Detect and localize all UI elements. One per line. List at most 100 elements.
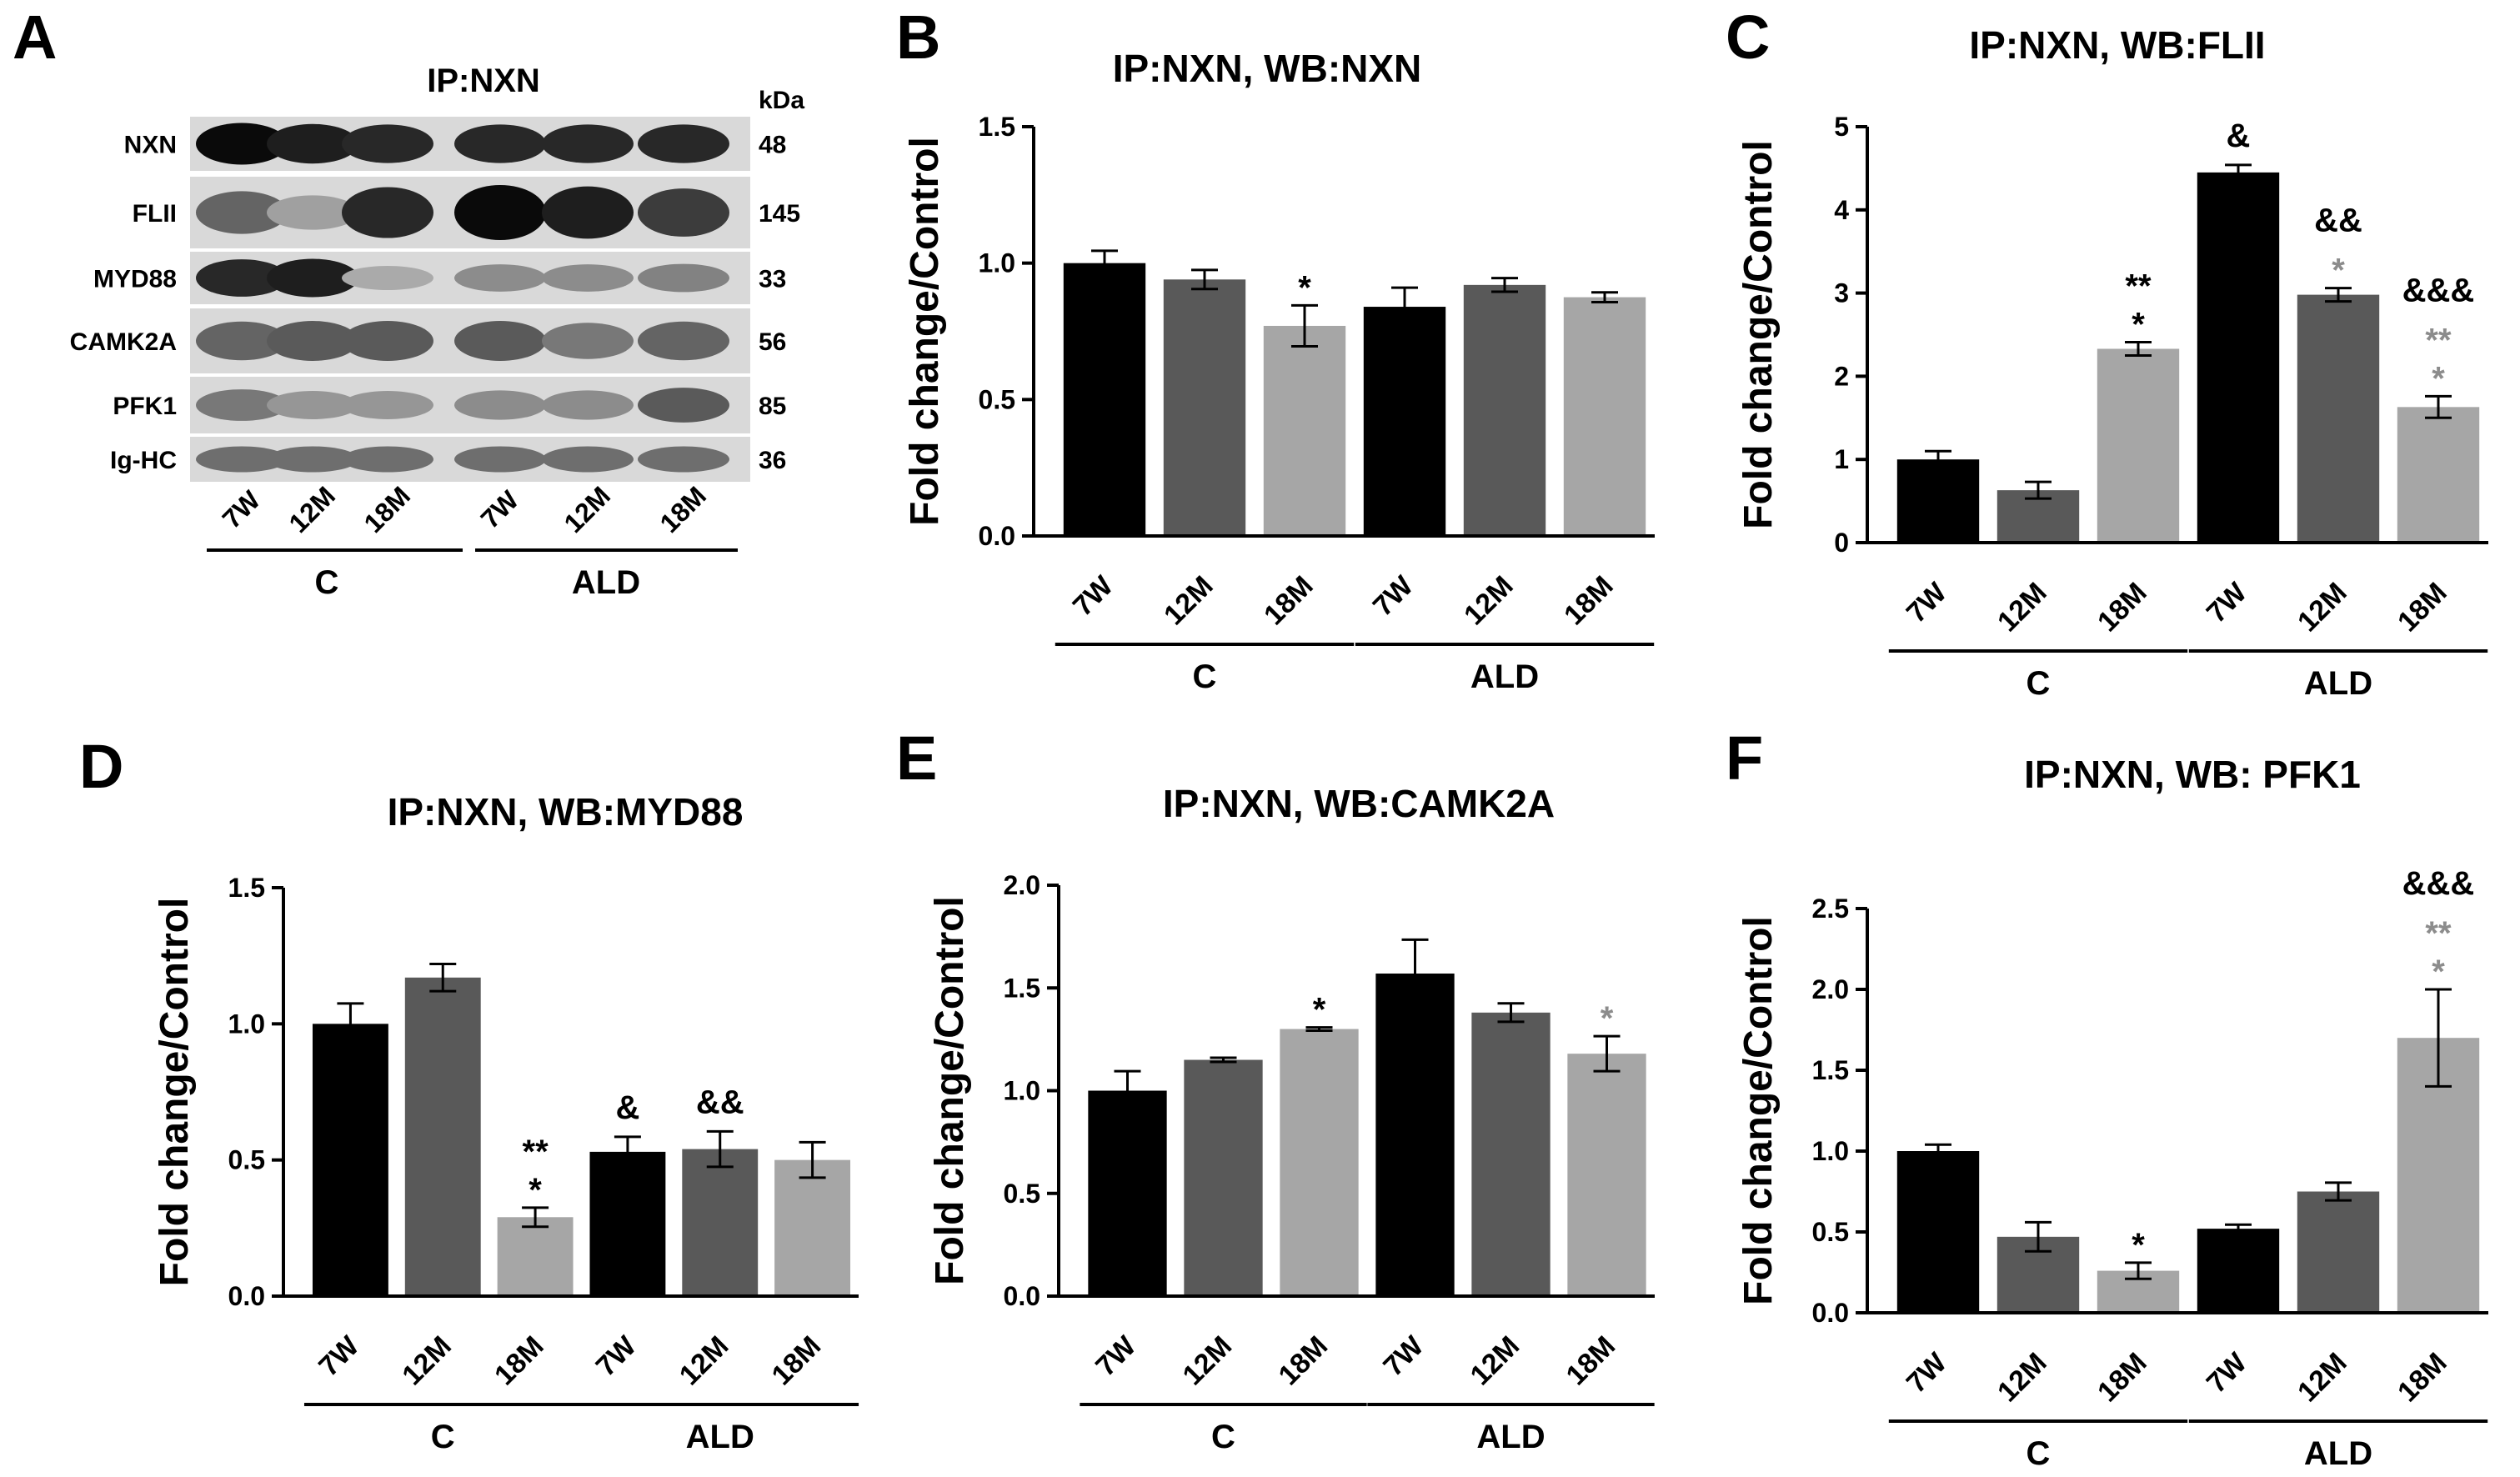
blot-band — [454, 124, 546, 163]
x-category-label: 12M — [1991, 1347, 2053, 1409]
significance-marker: &&& — [2402, 865, 2475, 902]
significance-marker: ** — [2425, 322, 2452, 358]
significance-marker: ** — [2425, 915, 2452, 952]
panel-e-chart: E IP:NXN, WB:CAMK2A Fold change/Control 0.0… — [896, 723, 1655, 1455]
blot-row-kda: 48 — [759, 132, 786, 159]
x-category-label: 7W — [1367, 569, 1420, 623]
blot-band — [196, 259, 288, 297]
y-tick-label: 1 — [1834, 444, 1849, 474]
group-label: C — [2027, 1435, 2051, 1472]
x-category-label: 18M — [766, 1330, 828, 1392]
blot-row-label: CAMK2A — [70, 328, 177, 356]
y-tick-label: 1.5 — [1812, 1055, 1849, 1085]
bar — [2297, 294, 2380, 543]
bar — [682, 1149, 759, 1296]
blot-row-kda: 36 — [759, 447, 786, 474]
bar — [1463, 284, 1546, 536]
chart-title: IP:NXN, WB:MYD88 — [388, 790, 744, 834]
blot-band — [638, 388, 729, 423]
blot-band — [267, 391, 358, 419]
panel-letter: F — [1726, 723, 1763, 793]
chart-title: IP:NXN, WB:FLII — [1969, 23, 2265, 67]
chart-title: IP:NXN, WB:CAMK2A — [1163, 782, 1555, 825]
x-category-label: 18M — [2392, 1347, 2453, 1409]
bar — [497, 1217, 574, 1296]
blot-band — [267, 446, 358, 473]
significance-marker: * — [1601, 1000, 1614, 1037]
blot-row-kda: 56 — [759, 328, 786, 356]
bar — [2197, 172, 2280, 543]
significance-marker: && — [696, 1084, 744, 1120]
blot-group-c: C — [315, 564, 339, 601]
blot-band — [542, 124, 634, 163]
x-category-label: 18M — [488, 1330, 550, 1392]
bar — [1163, 279, 1246, 536]
group-label: C — [2027, 665, 2051, 702]
blot-band — [454, 184, 546, 241]
x-category-label: 12M — [674, 1330, 735, 1392]
blot-band — [638, 446, 729, 473]
x-category-label: 12M — [1458, 570, 1520, 632]
y-tick-label: 4 — [1834, 195, 1849, 225]
bar — [2297, 1191, 2380, 1313]
bar — [1567, 1054, 1646, 1296]
x-category-label: 7W — [1901, 1346, 1954, 1399]
bar — [1896, 1151, 1980, 1313]
blot-band — [454, 390, 546, 420]
panel-b-chart: B IP:NXN, WB:NXN Fold change/Control 0.0 0.5… — [896, 3, 1655, 695]
y-axis-label: Fold change/Control — [153, 898, 197, 1287]
blot-band — [638, 188, 729, 237]
bar — [1896, 459, 1980, 543]
y-axis-label: Fold change/Control — [903, 137, 947, 526]
significance-marker: * — [2432, 360, 2445, 397]
panel-c-chart: C IP:NXN, WB:FLII Fold change/Control 0 1 2 3 4… — [1726, 3, 2488, 702]
significance-marker: * — [529, 1172, 542, 1209]
y-tick-label: 2 — [1834, 361, 1849, 391]
x-category-label: 7W — [1090, 1329, 1143, 1383]
blot-band — [638, 321, 729, 361]
bar — [2097, 348, 2180, 543]
panel-letter: E — [896, 723, 937, 793]
y-tick-label: 1.0 — [228, 1009, 265, 1039]
group-label: C — [431, 1419, 455, 1455]
x-category-label: 7W — [2201, 1346, 2254, 1399]
blot-band — [542, 323, 634, 359]
blot-band — [542, 186, 634, 239]
x-category-label: 12M — [1158, 570, 1220, 632]
blot-row-label: Ig-HC — [110, 447, 177, 474]
blot-group-ald: ALD — [572, 564, 640, 601]
group-label: C — [1193, 658, 1217, 695]
panel-letter: B — [896, 3, 940, 72]
bar — [2197, 1229, 2280, 1313]
bar — [2397, 407, 2480, 543]
blot-row-label: FLII — [133, 200, 177, 228]
x-category-label: 7W — [590, 1329, 644, 1383]
chart-title: IP:NXN, WB:NXN — [1113, 47, 1422, 90]
significance-marker: * — [1298, 269, 1311, 306]
blot-band — [267, 195, 358, 230]
x-category-label: 7W — [1901, 576, 1954, 629]
y-tick-label: 0.0 — [1004, 1281, 1040, 1311]
y-tick-label: 0 — [1834, 528, 1849, 558]
y-tick-label: 0.5 — [228, 1145, 265, 1175]
y-tick-label: 0.5 — [979, 384, 1015, 414]
group-label: ALD — [1470, 658, 1539, 695]
blot-band — [638, 263, 729, 293]
blot-band — [342, 124, 433, 163]
bar — [1563, 297, 1646, 536]
blot-band — [342, 391, 433, 419]
x-category-label: 7W — [1067, 569, 1120, 623]
blot-row-label: PFK1 — [113, 393, 177, 420]
group-label: ALD — [2304, 665, 2372, 702]
blot-band — [454, 321, 546, 361]
bar — [1471, 1012, 1551, 1296]
blot-row-kda: 145 — [759, 200, 800, 228]
y-tick-label: 1.5 — [228, 873, 265, 903]
blot-lane-label: 7W — [475, 484, 525, 534]
blot-title: IP:NXN — [427, 63, 540, 99]
blot-rows: NXN 48 FLII 145 MYD88 33 CAMK2A 56 PFK1 85 Ig-HC 36 — [70, 117, 800, 482]
x-category-label: 12M — [2292, 1347, 2353, 1409]
y-tick-label: 1.0 — [1812, 1136, 1849, 1166]
bar — [1088, 1090, 1167, 1296]
